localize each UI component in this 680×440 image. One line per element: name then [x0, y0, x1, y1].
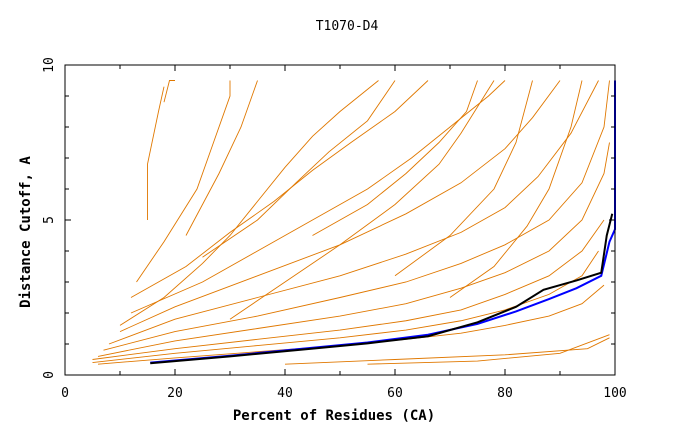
- y-axis-label: Distance Cutoff, A: [18, 156, 34, 308]
- model-series-line-11: [97, 142, 610, 357]
- model-series-line-10: [103, 80, 610, 351]
- highlight-series-line-0: [150, 80, 616, 364]
- model-series-line-21: [394, 80, 533, 277]
- model-series-line-2: [163, 80, 175, 103]
- model-series-line-19: [312, 80, 478, 236]
- chart-title: T1070-D4: [316, 19, 379, 34]
- model-series-line-8: [119, 80, 561, 333]
- model-series-line-6: [130, 80, 429, 298]
- model-series-line-14: [97, 284, 605, 365]
- highlight-series-line-1: [150, 213, 614, 365]
- model-series-line-13: [92, 250, 599, 364]
- x-tick-label: 60: [387, 386, 403, 401]
- model-series-line-12: [92, 219, 605, 360]
- model-series-line-20: [185, 80, 258, 236]
- model-series-line-7: [130, 80, 506, 314]
- model-series-line-22: [449, 80, 583, 298]
- x-tick-label: 40: [277, 386, 293, 401]
- x-axis-label: Percent of Residues (CA): [233, 408, 435, 424]
- x-tick-label: 80: [497, 386, 513, 401]
- y-tick-label: 10: [42, 57, 57, 73]
- y-tick-label: 5: [42, 216, 57, 224]
- series-layer: [92, 80, 616, 365]
- ticks-layer: 0 20 40 60 80 100 0 5 10: [42, 57, 627, 401]
- model-series-line-3: [147, 86, 165, 220]
- model-series-line-5: [119, 80, 379, 326]
- y-tick-label: 0: [42, 371, 57, 379]
- x-tick-label: 100: [603, 386, 626, 401]
- model-series-line-9: [108, 80, 599, 345]
- model-series-line-17: [229, 80, 495, 320]
- model-series-line-15: [284, 337, 610, 365]
- x-tick-label: 20: [167, 386, 183, 401]
- model-series-line-4: [136, 80, 231, 283]
- model-series-line-16: [367, 334, 610, 365]
- model-series-line-18: [202, 80, 396, 258]
- x-tick-label: 0: [61, 386, 69, 401]
